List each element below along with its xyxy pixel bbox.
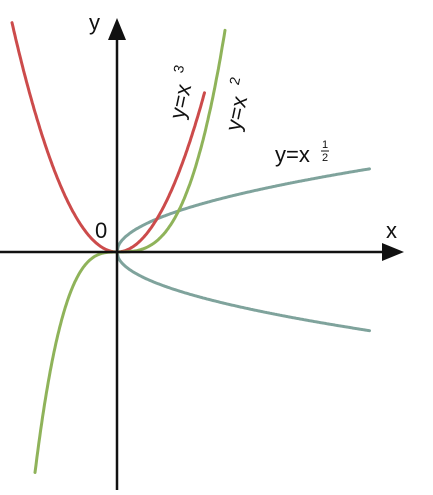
curve-label: y=x 1 2 (275, 139, 329, 167)
curve-label-base: y=x (164, 82, 196, 121)
curve-label: y=x 2 (220, 75, 252, 133)
x-axis-arrow (382, 243, 404, 261)
curve-label-base: y=x (275, 142, 310, 167)
curve-sqrt-lower (115, 250, 371, 333)
curve-label-denominator: 2 (322, 152, 328, 164)
curve-sqrt-upper (115, 167, 371, 254)
curve-label-numerator: 1 (322, 139, 328, 151)
x-axis-label: x (386, 218, 397, 243)
origin-label: 0 (95, 218, 107, 243)
curve-label-exponent: 3 (170, 63, 187, 74)
curve-label-exponent: 2 (226, 75, 243, 86)
y-axis-arrow (108, 18, 126, 40)
curve-square (10, 21, 206, 254)
y-axis-label: y (89, 10, 100, 35)
curve-label: y=x 3 (164, 63, 196, 121)
curve-label-base: y=x (220, 94, 252, 133)
